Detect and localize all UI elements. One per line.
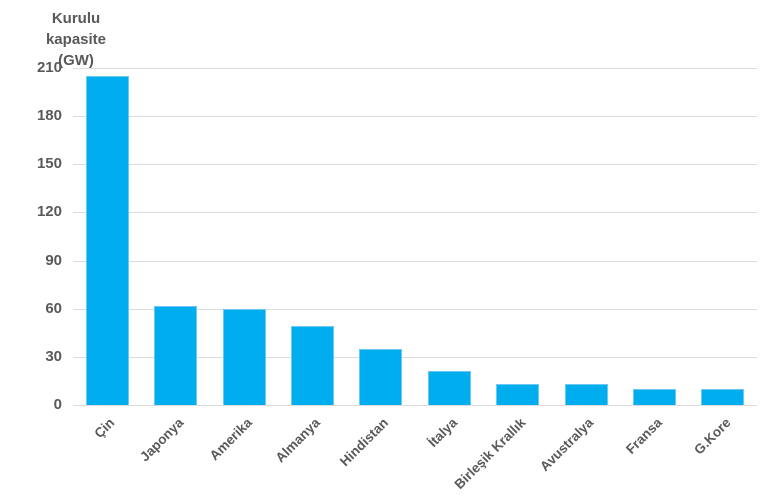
y-tick-label: 150 <box>36 155 62 173</box>
plot-area <box>73 68 757 406</box>
gridline <box>73 164 757 166</box>
bar[interactable] <box>222 308 266 405</box>
x-tick-label: Almanya <box>272 415 323 466</box>
x-tick-label: İtalya <box>424 415 460 451</box>
y-tick-label: 120 <box>36 203 62 221</box>
y-tick-label: 60 <box>45 299 62 317</box>
y-tick-label: 90 <box>45 251 62 269</box>
x-tick-label: G.Kore <box>690 415 734 458</box>
x-axis-line <box>73 405 757 406</box>
gridline <box>73 116 757 118</box>
y-axis-title-line2: (GW) <box>58 52 94 69</box>
bar[interactable] <box>701 389 745 405</box>
bar[interactable] <box>427 371 471 405</box>
y-axis-title: Kurulu kapasite (GW) <box>26 8 126 71</box>
x-tick-label: Amerika <box>206 415 255 464</box>
x-tick-label: Fransa <box>623 415 665 457</box>
gridline <box>73 68 757 69</box>
bar[interactable] <box>359 348 403 405</box>
bar[interactable] <box>290 326 334 405</box>
y-tick-label: 210 <box>36 59 62 76</box>
y-tick-label: 180 <box>36 107 62 125</box>
gridline <box>73 212 757 214</box>
bar[interactable] <box>85 76 129 405</box>
y-tick-label: 30 <box>45 347 62 365</box>
y-tick-label: 0 <box>53 396 62 413</box>
x-tick-label: Japonya <box>136 415 187 465</box>
gridline <box>73 308 757 310</box>
bar[interactable] <box>154 305 198 405</box>
bar[interactable] <box>632 389 676 405</box>
gridline <box>73 356 757 358</box>
x-tick-label: Hindistan <box>337 415 392 470</box>
x-tick-label: Avustralya <box>537 415 597 475</box>
x-tick-label: Çin <box>91 415 118 441</box>
bar[interactable] <box>496 384 540 405</box>
bar[interactable] <box>564 384 608 405</box>
gridline <box>73 260 757 262</box>
x-tick-label: Birleşik Krallık <box>451 415 529 492</box>
y-axis-title-line1: Kurulu kapasite <box>45 10 107 48</box>
